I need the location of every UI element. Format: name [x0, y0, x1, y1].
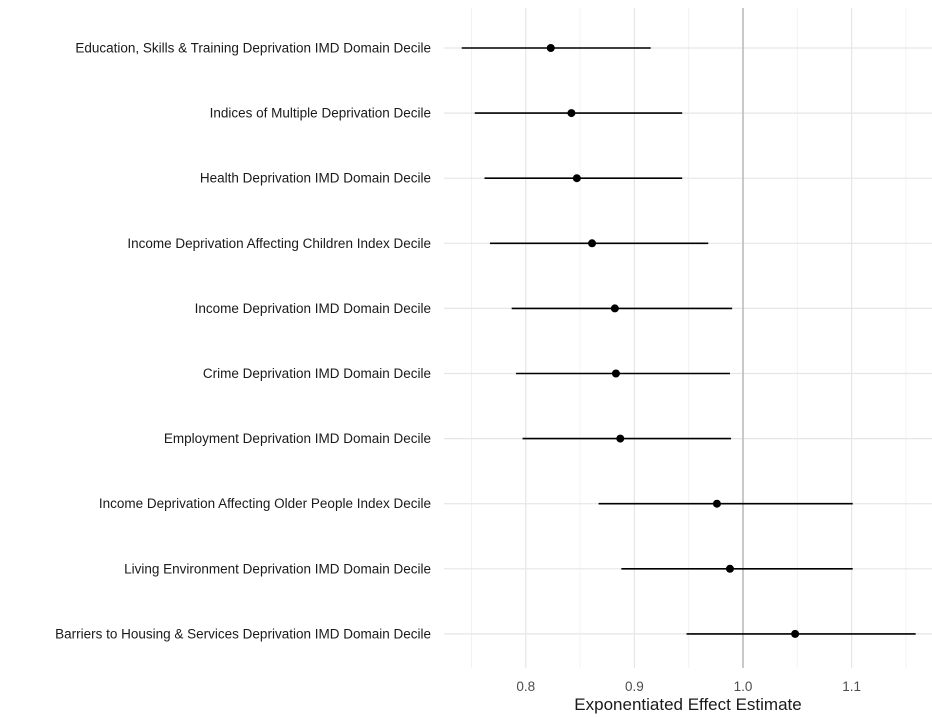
point-estimate — [712, 499, 721, 508]
point-estimate — [616, 434, 625, 443]
minor-gridlines — [471, 8, 907, 668]
category-label: Employment Deprivation IMD Domain Decile — [164, 431, 431, 446]
point-estimate — [588, 239, 597, 248]
category-label: Income Deprivation IMD Domain Decile — [195, 301, 431, 316]
point-estimate — [791, 629, 800, 638]
confidence-intervals — [461, 47, 916, 635]
x-tick-label: 1.0 — [734, 679, 753, 694]
category-labels: Education, Skills & Training Deprivation… — [55, 41, 431, 642]
category-label: Health Deprivation IMD Domain Decile — [200, 171, 431, 186]
point-estimate — [725, 564, 734, 573]
category-label: Income Deprivation Affecting Older Peopl… — [99, 496, 431, 511]
category-label: Crime Deprivation IMD Domain Decile — [203, 366, 431, 381]
x-tick-label: 0.9 — [625, 679, 644, 694]
point-estimate — [572, 174, 581, 183]
x-axis-title: Exponentiated Effect Estimate — [574, 695, 801, 714]
category-label: Indices of Multiple Deprivation Decile — [210, 106, 431, 121]
x-tick-label: 1.1 — [842, 679, 861, 694]
point-estimate — [611, 369, 620, 378]
x-tick-label: 0.8 — [516, 679, 535, 694]
category-label: Income Deprivation Affecting Children In… — [127, 236, 431, 251]
point-estimate — [610, 304, 619, 313]
category-label: Living Environment Deprivation IMD Domai… — [124, 561, 431, 576]
x-tick-labels: 0.8 0.9 1.0 1.1 — [516, 679, 861, 694]
point-estimates — [546, 44, 800, 638]
point-estimate — [546, 44, 555, 52]
category-label: Education, Skills & Training Deprivation… — [75, 41, 431, 56]
point-estimate — [567, 109, 576, 118]
category-label: Barriers to Housing & Services Deprivati… — [55, 626, 431, 641]
